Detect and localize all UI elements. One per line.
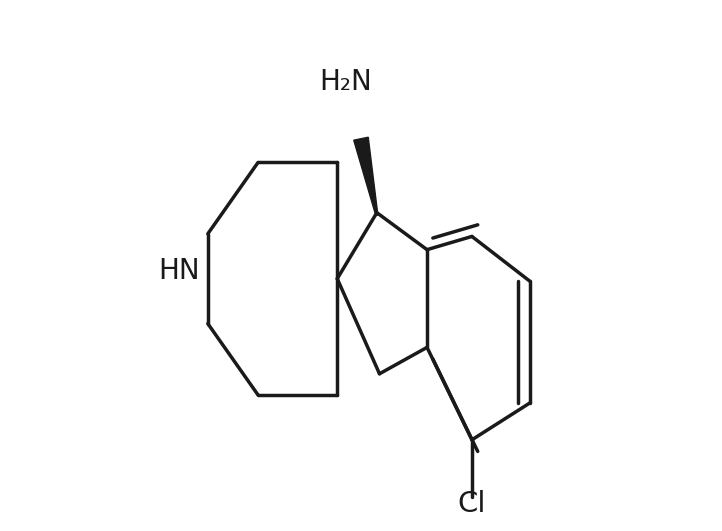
Text: H₂N: H₂N	[319, 68, 372, 97]
Text: HN: HN	[158, 257, 199, 285]
Polygon shape	[354, 137, 378, 216]
Text: Cl: Cl	[458, 490, 486, 518]
